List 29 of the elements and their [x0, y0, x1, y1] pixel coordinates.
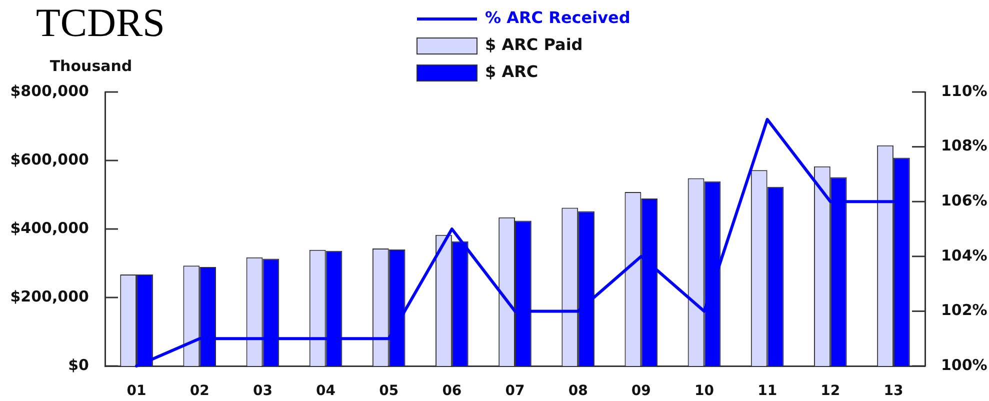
legend-label: $ ARC [485, 62, 538, 82]
chart-title: TCDRS [36, 0, 165, 45]
x-tick-label: 07 [505, 383, 525, 400]
y2-tick-label: 104% [941, 246, 988, 264]
y2-tick-label: 110% [941, 82, 988, 100]
x-tick-label: 12 [820, 383, 840, 400]
legend-label: % ARC Received [485, 8, 630, 28]
y-tick-label: $400,000 [10, 218, 89, 237]
x-tick-label: 04 [316, 383, 336, 400]
legend-label: $ ARC Paid [485, 35, 583, 54]
y-tick-label: $0 [68, 356, 89, 374]
y-axis-title: Thousand [50, 56, 132, 75]
x-tick-label: 06 [442, 383, 462, 400]
y-tick-label: $200,000 [10, 287, 89, 306]
y-tick-label: $600,000 [10, 150, 89, 168]
x-tick-label: 11 [758, 383, 778, 400]
x-tick-label: 02 [190, 383, 210, 400]
x-tick-label: 09 [631, 383, 651, 400]
y2-tick-label: 100% [941, 356, 988, 374]
y2-tick-label: 106% [941, 191, 988, 210]
x-tick-label: 03 [252, 383, 272, 400]
x-tick-label: 01 [126, 383, 146, 400]
x-tick-label: 13 [884, 383, 904, 400]
x-tick-label: 05 [379, 383, 399, 400]
y2-tick-label: 108% [941, 136, 988, 155]
x-tick-label: 10 [694, 383, 714, 400]
x-tick-label: 08 [568, 383, 588, 400]
y-tick-label: $800,000 [10, 82, 89, 100]
y2-tick-label: 102% [941, 301, 988, 320]
